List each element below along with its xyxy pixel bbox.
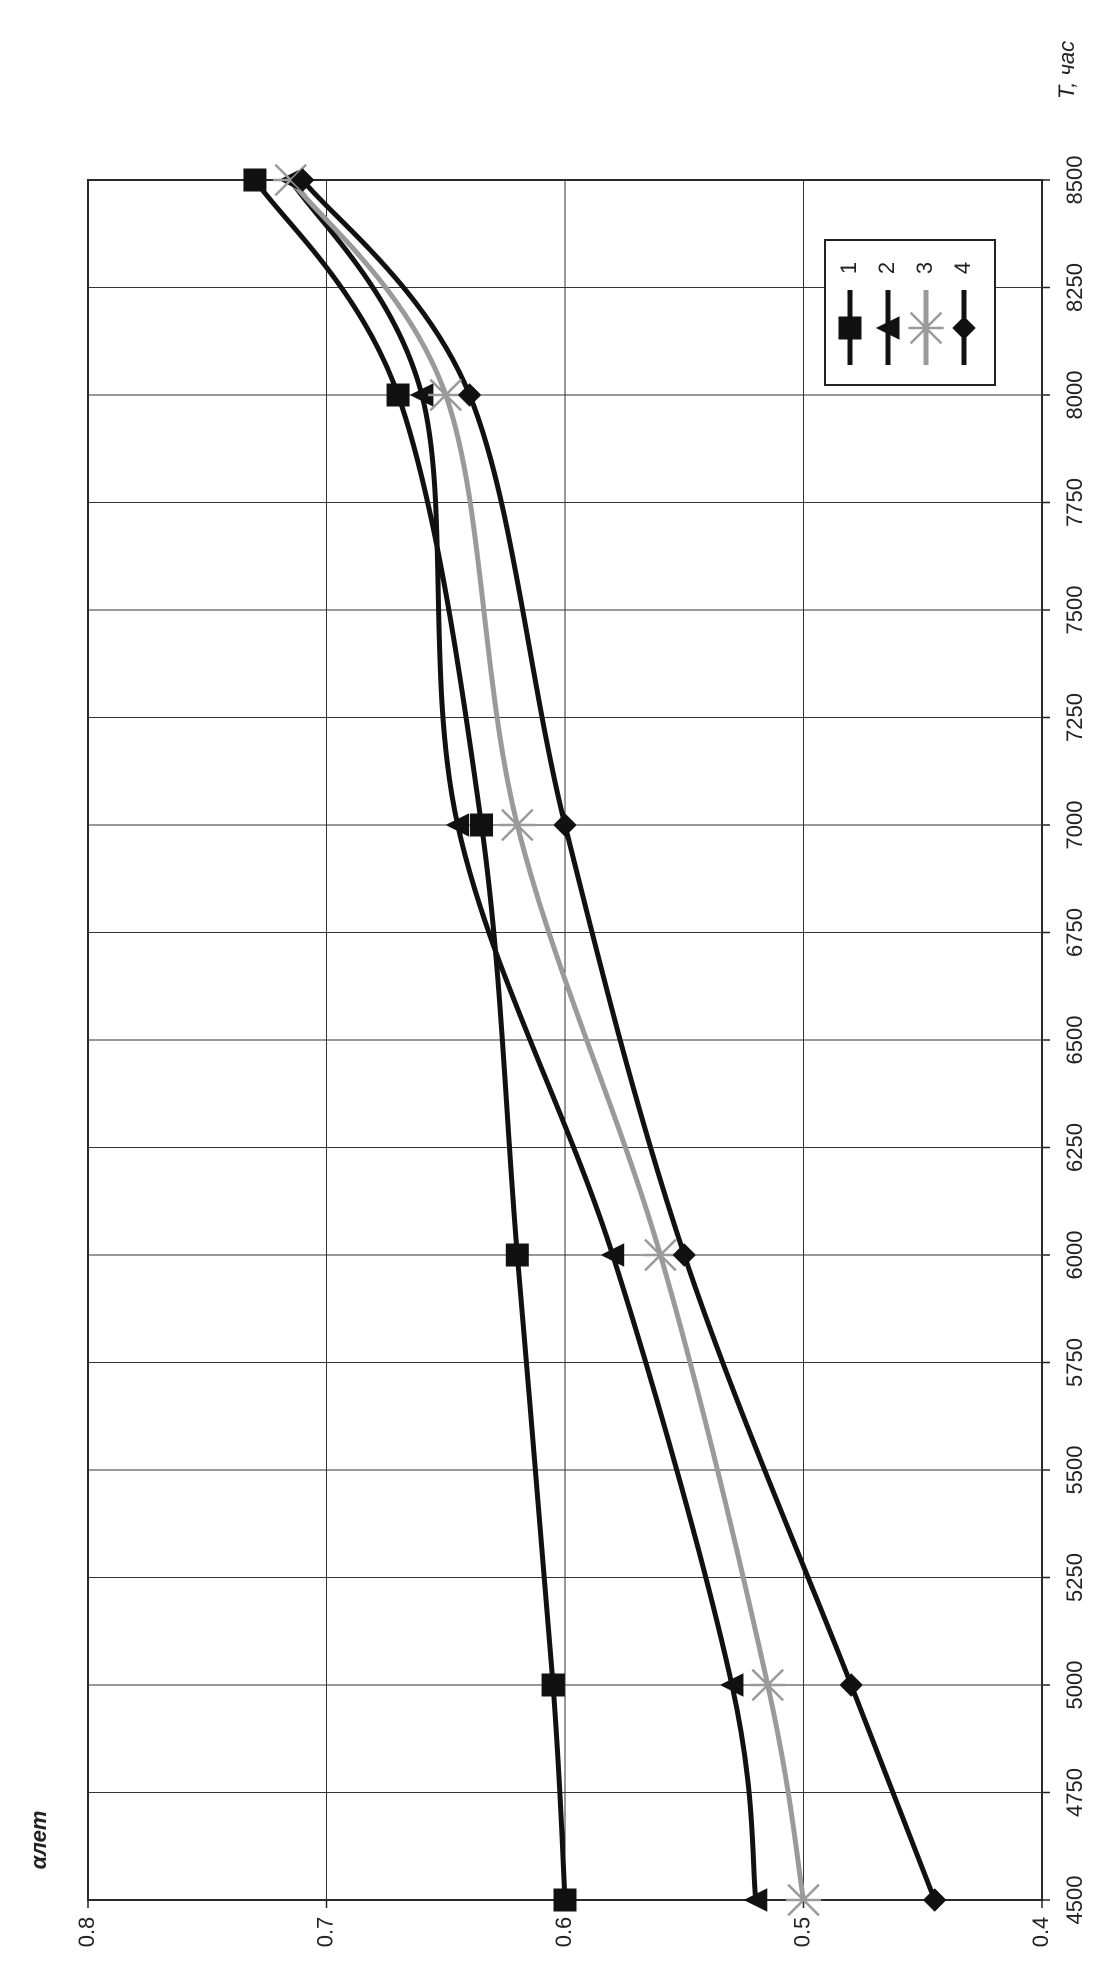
y-tick-label: 0.8: [74, 1917, 99, 1948]
x-tick-label: 7250: [1062, 693, 1087, 742]
x-tick-label: 6250: [1062, 1123, 1087, 1172]
legend-label: 3: [912, 262, 937, 274]
x-tick-label: 5250: [1062, 1553, 1087, 1602]
marker: [445, 813, 470, 837]
marker: [672, 1243, 696, 1267]
marker: [875, 316, 900, 340]
marker: [838, 316, 862, 340]
marker: [505, 1243, 529, 1267]
y-tick-label: 0.7: [312, 1917, 337, 1948]
legend: 1 2 3 4: [824, 239, 996, 386]
legend-box: [824, 239, 996, 386]
marker: [386, 383, 410, 407]
marker: [839, 1673, 863, 1697]
legend-label: 1: [836, 262, 861, 274]
x-tick-label: 7750: [1062, 478, 1087, 527]
marker: [908, 311, 944, 345]
x-tick-label: 8250: [1062, 263, 1087, 312]
marker: [499, 808, 535, 842]
marker: [457, 383, 482, 407]
x-tick-label: 7500: [1062, 586, 1087, 635]
marker: [470, 813, 494, 837]
marker: [952, 316, 976, 340]
y-tick-label: 0.5: [789, 1917, 814, 1948]
marker: [243, 168, 267, 192]
x-tick-label: 6500: [1062, 1016, 1087, 1065]
y-tick-label: 0.4: [1028, 1917, 1053, 1948]
legend-label: 4: [950, 262, 975, 274]
marker: [600, 1243, 625, 1267]
legend-label: 2: [874, 262, 899, 274]
x-tick-label: 8500: [1062, 156, 1087, 205]
marker: [290, 168, 315, 192]
marker: [743, 1888, 768, 1912]
x-tick-label: 6000: [1062, 1231, 1087, 1280]
x-tick-label: 5750: [1062, 1338, 1087, 1387]
x-tick-label: 8000: [1062, 371, 1087, 420]
x-tick-label: 5000: [1062, 1661, 1087, 1710]
x-tick-label: 6750: [1062, 908, 1087, 957]
marker: [642, 1238, 678, 1272]
marker: [553, 1888, 577, 1912]
x-tick-label: 5500: [1062, 1446, 1087, 1495]
marker: [750, 1668, 786, 1702]
x-tick-label: 4500: [1062, 1876, 1087, 1925]
x-tick-label: 7000: [1062, 801, 1087, 850]
marker: [541, 1673, 565, 1697]
marker: [922, 1888, 947, 1912]
x-axis-title: T, час: [1054, 41, 1079, 99]
marker: [553, 813, 577, 837]
marker: [719, 1673, 744, 1697]
marker: [428, 378, 464, 412]
y-axis-title: αлет: [26, 1811, 51, 1870]
marker: [785, 1883, 822, 1917]
x-tick-label: 4750: [1062, 1768, 1087, 1817]
y-tick-label: 0.6: [551, 1917, 576, 1948]
